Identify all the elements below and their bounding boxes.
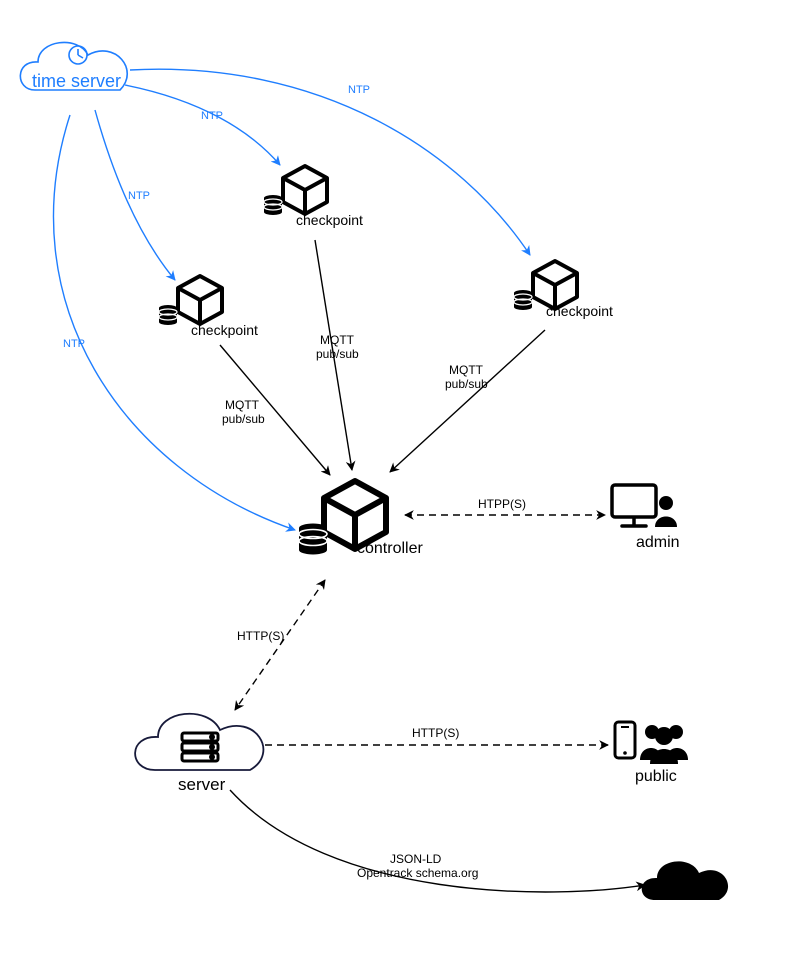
http-server-label: HTTP(S) — [237, 629, 284, 643]
ntp-label-ctrl: NTP — [63, 338, 85, 350]
http-public-label: HTTP(S) — [412, 726, 459, 740]
ext-cloud-icon — [642, 861, 728, 900]
mqtt-b-label-2: pub/sub — [316, 347, 359, 361]
checkpoint-b-label: checkpoint — [296, 212, 363, 228]
server-icon — [135, 714, 263, 770]
edge-http-server — [235, 580, 325, 710]
jsonld-label-1: JSON-LD — [390, 852, 441, 866]
ntp-label-a: NTP — [128, 190, 150, 202]
controller-label: controller — [357, 540, 423, 558]
admin-icon — [612, 485, 677, 527]
mqtt-c-label-1: MQTT — [449, 363, 483, 377]
checkpoint-c-label: checkpoint — [546, 303, 613, 319]
checkpoint-a-icon — [159, 276, 222, 325]
edge-mqtt-c — [390, 330, 545, 472]
http-admin-label: HTPP(S) — [478, 497, 526, 511]
checkpoint-b-icon — [264, 166, 327, 215]
public-icon — [615, 722, 688, 764]
ntp-label-c: NTP — [348, 84, 370, 96]
admin-label: admin — [636, 534, 680, 552]
mqtt-c-label-2: pub/sub — [445, 377, 488, 391]
mqtt-b-label-1: MQTT — [320, 333, 354, 347]
time-server-label: time server — [32, 71, 121, 92]
diagram-canvas — [0, 0, 800, 958]
mqtt-a-label-2: pub/sub — [222, 412, 265, 426]
public-label: public — [635, 768, 677, 786]
jsonld-label-2: Opentrack schema.org — [357, 866, 478, 880]
edge-ntp-checkpoint-b — [125, 85, 280, 165]
checkpoint-a-label: checkpoint — [191, 322, 258, 338]
mqtt-a-label-1: MQTT — [225, 398, 259, 412]
ntp-label-b: NTP — [201, 110, 223, 122]
server-label: server — [178, 775, 225, 795]
